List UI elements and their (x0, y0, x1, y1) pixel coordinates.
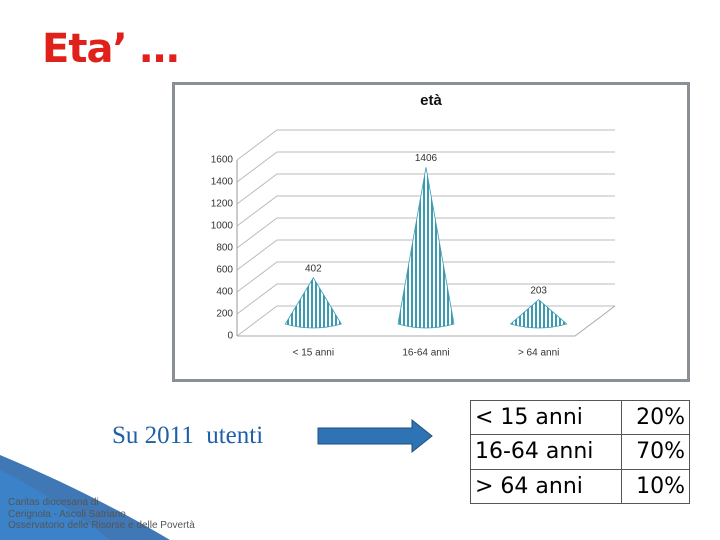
value-label: 1406 (415, 153, 438, 164)
table-cell: 10% (620, 468, 691, 505)
grid-line (236, 239, 615, 271)
grid-line (236, 283, 615, 315)
y-tick-label: 600 (216, 265, 233, 276)
footer-line: Cerignola - Ascoli Satriano (8, 508, 126, 520)
table-row: < 15 anni 20% (470, 399, 691, 436)
y-tick-label: 400 (216, 287, 233, 298)
grid-line (236, 129, 615, 161)
grid-line (236, 151, 615, 183)
table: < 15 anni 20% 16-64 anni 70% > 64 anni 10% (470, 399, 691, 505)
slide-title: Eta’ … (42, 26, 180, 72)
cone (509, 299, 568, 329)
table-row: 16-64 anni 70% (470, 434, 691, 470)
table-cell: < 15 anni (470, 399, 622, 436)
value-label: 203 (530, 285, 547, 296)
y-tick-label: 1400 (211, 177, 234, 188)
y-tick-label: 200 (216, 309, 233, 320)
chart-title: età (420, 92, 442, 109)
y-tick-label: 800 (216, 243, 233, 254)
x-tick-label: > 64 anni (518, 348, 559, 359)
footer: Caritas diocesana di Cerignola - Ascoli S… (8, 497, 195, 532)
cone (284, 277, 342, 329)
table-cell: 16-64 anni (470, 434, 622, 470)
cone (397, 167, 455, 329)
grid-line (236, 261, 615, 293)
x-tick-label: < 15 anni (293, 348, 334, 359)
grid-line (236, 195, 615, 227)
grid-line (236, 217, 615, 249)
chart-box: età 0 200 400 600 800 1000 1200 1400 1600 < 15 an… (172, 82, 690, 382)
y-tick-label: 1200 (211, 199, 234, 210)
table-cell: 70% (620, 434, 691, 470)
footer-line: Caritas diocesana di (8, 497, 99, 508)
table-row: > 64 anni 10% (470, 468, 691, 505)
chart: età 0 200 400 600 800 1000 1200 1400 1600 < 15 an… (211, 92, 616, 359)
grid-line (236, 173, 615, 205)
grid-line (236, 305, 615, 337)
x-tick-label: 16-64 anni (402, 348, 449, 359)
footer-line: Osservatorio delle Risorse e delle Pover… (8, 520, 195, 531)
table-cell: > 64 anni (470, 468, 622, 505)
y-tick-label: 0 (227, 331, 233, 342)
y-tick-label: 1600 (211, 155, 234, 166)
summary: Su 2011 utenti (112, 422, 264, 449)
arrow (317, 418, 433, 454)
swoosh (0, 470, 110, 540)
y-tick-label: 1000 (211, 221, 234, 232)
floor (237, 305, 616, 337)
value-label: 402 (305, 263, 322, 274)
table-cell: 20% (620, 399, 691, 436)
